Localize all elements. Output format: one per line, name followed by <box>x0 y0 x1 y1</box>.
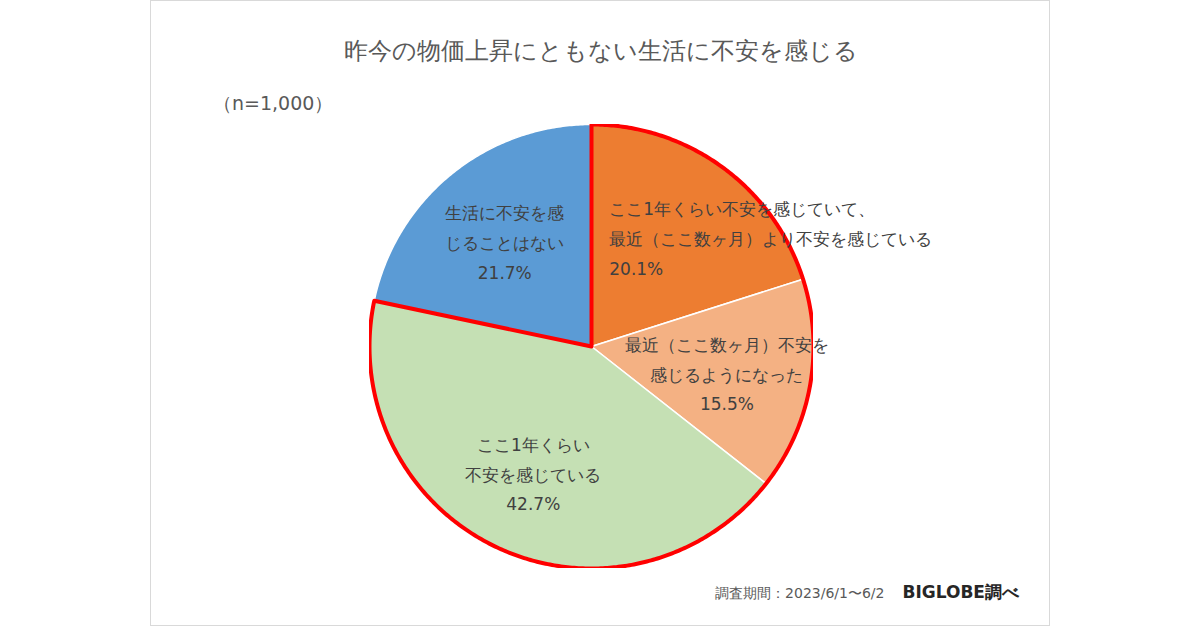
svg-text:生活に不安を感じることはない21.7%: 生活に不安を感じることはない21.7% <box>445 203 564 283</box>
svg-text:ここ1年くらい不安を感じている42.7%: ここ1年くらい不安を感じている42.7% <box>465 435 601 515</box>
html-text:調査期間：2023/6/1〜6/2: 調査期間：2023/6/1〜6/2 <box>715 585 885 601</box>
html-text:（n=1,000）: （n=1,000） <box>213 92 334 114</box>
html-text:BIGLOBE調べ: BIGLOBE調べ <box>902 582 1019 602</box>
html-text:昨今の物価上昇にともない生活に不安を感じる: 昨今の物価上昇にともない生活に不安を感じる <box>344 37 858 65</box>
svg-text:ここ1年くらい不安を感じていて、最近（ここ数ヶ月）より不安を: ここ1年くらい不安を感じていて、最近（ここ数ヶ月）より不安を感じている20.1% <box>609 199 932 279</box>
svg-text:最近（ここ数ヶ月）不安を感じるようになった15.5%: 最近（ここ数ヶ月）不安を感じるようになった15.5% <box>625 335 829 415</box>
